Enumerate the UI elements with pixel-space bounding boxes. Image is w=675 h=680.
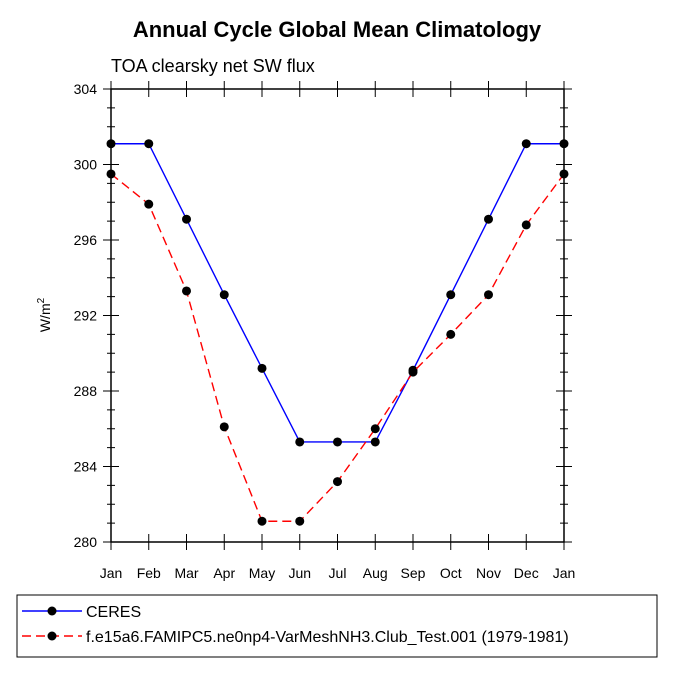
x-tick-label: Apr	[213, 565, 235, 581]
series-1	[106, 139, 569, 447]
data-point	[144, 139, 154, 149]
x-tick-label: Mar	[174, 565, 198, 581]
series-layer	[106, 139, 569, 526]
data-point	[219, 422, 229, 432]
series-line	[110, 173, 565, 522]
data-point	[295, 516, 305, 526]
data-point	[144, 199, 154, 209]
legend-marker	[47, 606, 57, 616]
data-point	[106, 169, 116, 179]
y-tick-label: 284	[74, 459, 98, 475]
data-point	[446, 329, 456, 339]
y-axis-label-unit: W/m	[37, 303, 53, 332]
y-tick-label: 292	[74, 308, 98, 324]
x-tick-label: Sep	[401, 565, 426, 581]
data-point	[408, 367, 418, 377]
legend: CERES f.e15a6.FAMIPC5.ne0np4-VarMeshNH3.C…	[16, 594, 658, 658]
data-point	[559, 139, 569, 149]
x-tick-label: Jul	[329, 565, 347, 581]
data-point	[521, 220, 531, 230]
y-tick-label: 304	[74, 81, 98, 97]
x-tick-label: Jun	[288, 565, 311, 581]
data-point	[446, 290, 456, 300]
x-tick-label: Jan	[100, 565, 123, 581]
data-point	[521, 139, 531, 149]
x-tick-label: Feb	[137, 565, 161, 581]
y-axis-label-superscript: 2	[36, 297, 47, 303]
x-tick-label: Aug	[363, 565, 388, 581]
legend-box	[16, 594, 658, 658]
data-point	[333, 477, 342, 487]
chart-title: Annual Cycle Global Mean Climatology	[133, 17, 542, 42]
x-tick-label: Nov	[476, 565, 501, 581]
y-tick-label: 300	[74, 157, 98, 173]
data-point	[182, 214, 191, 224]
y-axis-label: W/m2	[36, 297, 53, 332]
y-axis: 280 284 288 292 296 300 304	[74, 81, 572, 550]
data-point	[370, 437, 380, 447]
data-point	[484, 214, 493, 224]
y-tick-label: 296	[74, 232, 98, 248]
data-point	[370, 424, 380, 434]
x-tick-label: Dec	[514, 565, 539, 581]
legend-label: CERES	[86, 604, 141, 621]
x-axis: Jan Feb Mar Apr May Jun Jul Aug Sep Oct Nov Dec Jan	[100, 81, 576, 581]
data-point	[106, 139, 116, 149]
data-point	[333, 437, 342, 447]
data-point	[257, 516, 267, 526]
data-point	[295, 437, 305, 447]
legend-marker	[47, 631, 57, 641]
y-tick-label: 288	[74, 383, 98, 399]
data-point	[257, 363, 267, 373]
x-tick-label: Oct	[440, 565, 462, 581]
plot-border	[110, 88, 565, 543]
legend-label: f.e15a6.FAMIPC5.ne0np4-VarMeshNH3.Club_T…	[86, 629, 569, 646]
data-point	[484, 290, 493, 300]
data-point	[182, 286, 191, 296]
data-point	[559, 169, 569, 179]
plot-frame	[110, 88, 565, 543]
chart-subtitle: TOA clearsky net SW flux	[111, 56, 315, 76]
data-point	[219, 290, 229, 300]
y-tick-label: 280	[74, 534, 98, 550]
series-2	[106, 169, 569, 526]
series-line	[111, 143, 564, 443]
x-tick-label: Jan	[553, 565, 576, 581]
x-tick-label: May	[249, 565, 275, 581]
